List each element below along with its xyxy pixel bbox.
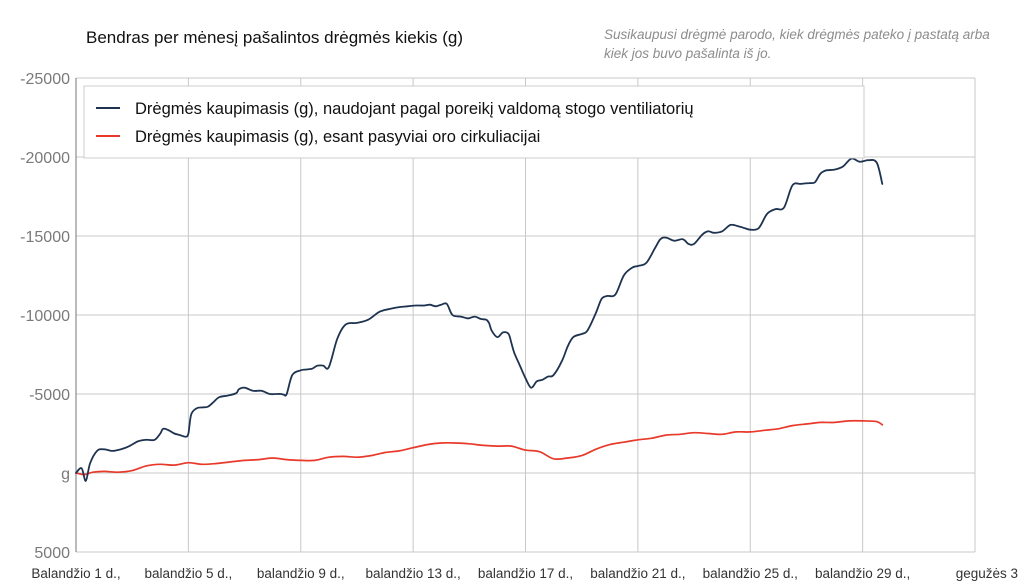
x-tick-label: gegužės 3	[956, 566, 1018, 581]
legend-label: Drėgmės kaupimasis (g), naudojant pagal …	[135, 100, 694, 118]
y-axis-ticks: -25000 -20000 -15000 -10000 -5000 g 5000	[20, 71, 70, 562]
legend: Drėgmės kaupimasis (g), naudojant pagal …	[83, 85, 865, 159]
chart-note: Susikaupusi drėgmė parodo, kiek drėgmės …	[604, 27, 990, 61]
x-tick-label: balandžio 17 d.,	[478, 566, 573, 581]
legend-box	[83, 85, 865, 159]
y-tick-label: -10000	[20, 308, 70, 325]
x-tick-label: balandžio 5 d.,	[144, 566, 232, 581]
series-line-passive	[75, 419, 884, 476]
chart-title: Bendras per mėnesį pašalintos drėgmės ki…	[86, 28, 464, 47]
legend-label: Drėgmės kaupimasis (g), esant pasyviai o…	[135, 128, 540, 146]
series-lines	[75, 157, 884, 482]
x-tick-label: balandžio 29 d.,	[815, 566, 910, 581]
x-axis-ticks: Balandžio 1 d., balandžio 5 d., balandžio …	[31, 566, 1018, 581]
x-tick-label: balandžio 25 d.,	[703, 566, 798, 581]
y-tick-label: 5000	[34, 545, 70, 562]
y-tick-label: -5000	[29, 387, 70, 404]
x-tick-label: balandžio 21 d.,	[590, 566, 685, 581]
y-tick-label: -20000	[20, 150, 70, 167]
x-tick-label: Balandžio 1 d.,	[31, 566, 120, 581]
y-tick-label: -15000	[20, 229, 70, 246]
x-tick-label: balandžio 9 d.,	[257, 566, 345, 581]
x-tick-label: balandžio 13 d.,	[365, 566, 460, 581]
series-line-ventilator	[75, 157, 884, 482]
y-tick-label: g	[61, 466, 70, 483]
y-tick-label: -25000	[20, 71, 70, 88]
